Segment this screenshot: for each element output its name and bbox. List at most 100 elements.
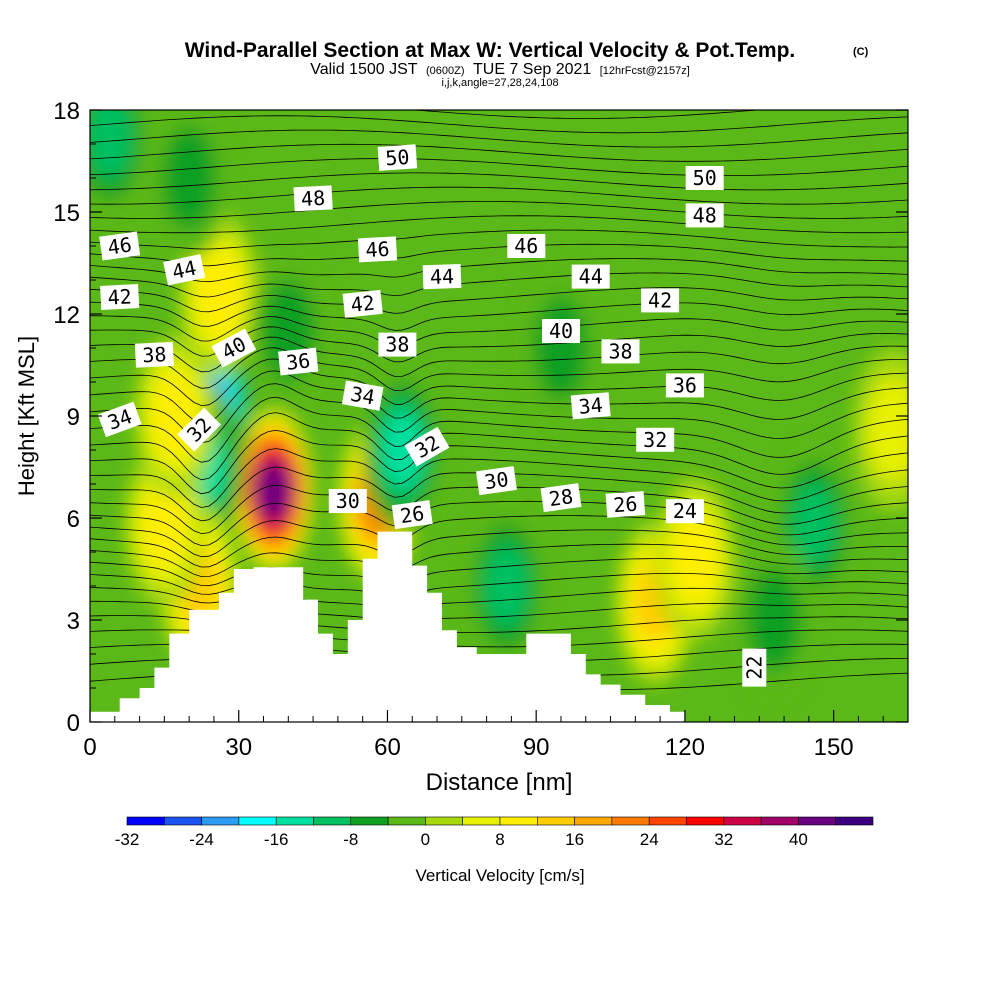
theta-label-text: 40 [549, 319, 573, 343]
theta-label-box [665, 373, 704, 398]
isentrope-lines [90, 110, 908, 691]
colorbar: -32 -24 -16 -8 0 8 16 24 32 40 [115, 816, 874, 849]
isentrope-line-19 [90, 383, 908, 444]
isentrope-line-21 [90, 358, 908, 407]
theta-label-text: 30 [483, 467, 510, 494]
isentrope-line-31 [90, 229, 908, 250]
isentrope-line-26 [90, 301, 908, 331]
theta-label-12: 42 [641, 288, 680, 313]
colorbar-swatch-11 [536, 816, 575, 826]
theta-label-19: 36 [665, 373, 704, 398]
theta-label-box [570, 392, 611, 420]
theta-label-box [97, 401, 142, 438]
theta-label-26: 30 [328, 489, 367, 513]
chart-title: Wind-Parallel Section at Max W: Vertical… [185, 39, 796, 62]
theta-label-2: 48 [293, 185, 333, 212]
theta-label-9: 44 [571, 264, 610, 289]
colorbar-swatch-8 [425, 816, 463, 826]
theta-label-text: 46 [365, 237, 390, 262]
theta-label-text: 50 [385, 145, 411, 171]
theta-label-box [404, 426, 450, 467]
theta-label-box [357, 236, 398, 263]
x-axis: 0 30 60 90 120 150 [83, 710, 884, 761]
theta-label-box [278, 347, 319, 376]
colorbar-swatch-17 [760, 816, 799, 826]
w-downdraft-5-level-2 [90, 110, 133, 180]
isentrope-line-8 [90, 558, 908, 587]
theta-label-30: 26 [605, 491, 646, 518]
y-tick-label: 15 [53, 200, 80, 227]
theta-label-25: 32 [636, 427, 675, 452]
theta-label-text: 48 [693, 203, 717, 227]
w-updraft-0-level-10 [257, 463, 290, 519]
theta-label-22: 34 [570, 392, 611, 420]
theta-label-box [341, 380, 384, 411]
terrain-profile [90, 531, 685, 722]
theta-label-text: 46 [106, 232, 133, 259]
theta-label-text: 36 [673, 373, 697, 397]
isentrope-line-33 [90, 201, 908, 219]
forecast-info: [12hrFcst@2157z] [600, 65, 690, 77]
y-axis-label: Height [Kft MSL] [14, 336, 39, 496]
theta-label-box [540, 483, 582, 513]
valid-prefix: Valid 1500 JST [310, 61, 418, 78]
theta-label-box [293, 185, 333, 212]
theta-label-21: 34 [341, 380, 384, 411]
theta-label-box [422, 263, 462, 290]
isentrope-line-7 [90, 572, 908, 599]
isentrope-line-37 [90, 143, 908, 162]
y-tick-label: 18 [53, 98, 80, 125]
theta-label-text: 44 [170, 256, 199, 284]
theta-label-box [685, 203, 724, 228]
theta-label-text: 36 [285, 348, 311, 374]
theta-label-text: 44 [430, 264, 455, 289]
theta-label-box [342, 289, 383, 318]
theta-label-4: 46 [99, 231, 141, 261]
theta-label-text: 44 [579, 265, 603, 289]
colorbar-swatch-9 [462, 816, 501, 826]
theta-label-box [391, 500, 433, 530]
isentrope-line-36 [90, 158, 908, 176]
isentrope-line-10 [90, 529, 908, 568]
theta-label-text: 30 [336, 489, 360, 513]
isentrope-line-17 [90, 412, 908, 481]
isentrope-line-27 [90, 287, 908, 314]
theta-label-10: 42 [100, 284, 140, 310]
isentrope-line-39 [90, 115, 908, 134]
colorbar-swatch-0 [126, 816, 165, 826]
isentrope-line-35 [90, 172, 908, 191]
colorbar-swatch-16 [723, 816, 762, 826]
isentrope-line-38 [90, 129, 908, 148]
colorbar-tick-label: -24 [189, 830, 214, 849]
theta-label-18: 36 [278, 347, 319, 376]
x-tick-label: 150 [814, 734, 854, 761]
colorbar-swatch-1 [164, 816, 202, 826]
w-updraft-8-level-2 [672, 516, 718, 601]
theta-label-14: 40 [542, 319, 580, 343]
isentrope-line-30 [90, 243, 908, 267]
theta-label-text: 38 [385, 333, 409, 357]
w-updraft-18-level-1 [866, 377, 908, 482]
x-axis-label: Distance [nm] [426, 769, 573, 796]
colorbar-swatch-18 [798, 816, 837, 826]
theta-label-box [665, 499, 704, 524]
colorbar-swatch-12 [574, 816, 613, 826]
theta-label-text: 38 [142, 342, 167, 367]
colorbar-tick-label: 32 [714, 830, 733, 849]
isentrope-line-20 [90, 370, 908, 425]
theta-label-box [605, 491, 646, 518]
colorbar-swatch-2 [201, 816, 240, 826]
theta-label-text: 38 [608, 339, 632, 363]
colorbar-swatch-5 [313, 816, 352, 826]
chart-subtitle: Valid 1500 JST (0600Z) TUE 7 Sep 2021 [1… [310, 61, 690, 78]
theta-label-text: 34 [349, 382, 377, 410]
theta-label-text: 42 [107, 284, 132, 309]
theta-label-box [641, 288, 680, 313]
theta-label-box [685, 166, 724, 190]
colorbar-swatch-15 [686, 816, 725, 826]
isentrope-line-11 [90, 515, 908, 558]
colorbar-swatch-7 [387, 816, 426, 826]
colorbar-swatch-13 [611, 816, 650, 826]
